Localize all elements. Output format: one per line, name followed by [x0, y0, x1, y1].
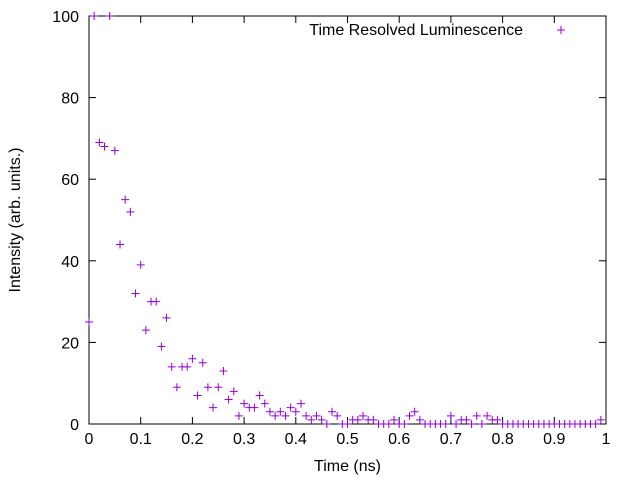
x-tick-label: 0.2	[181, 431, 203, 448]
data-point	[452, 420, 461, 428]
x-tick-label: 0.1	[130, 431, 152, 448]
data-point	[322, 420, 331, 428]
data-point	[188, 354, 197, 363]
x-tick-label: 0.4	[285, 431, 307, 448]
x-tick-label: 0.5	[336, 431, 358, 448]
data-point	[203, 383, 212, 392]
data-point	[353, 415, 362, 424]
data-point	[281, 411, 290, 420]
x-tick-label: 0.3	[233, 431, 255, 448]
y-tick-label: 20	[61, 335, 79, 352]
data-point	[302, 411, 311, 420]
data-point	[240, 399, 249, 408]
data-point	[472, 411, 481, 420]
data-point	[167, 362, 176, 371]
data-point	[95, 138, 104, 147]
data-point	[312, 411, 321, 420]
data-point	[183, 362, 192, 371]
y-axis-label: Intensity (arb. units.)	[7, 148, 24, 293]
x-axis-label: Time (ns)	[314, 458, 381, 475]
x-tick-label: 0.9	[543, 431, 565, 448]
data-point	[405, 411, 414, 420]
data-point	[483, 411, 492, 420]
data-point	[209, 403, 218, 412]
data-point	[384, 420, 393, 428]
data-point	[100, 142, 109, 151]
data-point	[141, 326, 150, 335]
x-tick-label: 0.7	[440, 431, 462, 448]
data-points	[85, 12, 605, 428]
data-point	[327, 407, 336, 416]
data-point	[307, 415, 316, 424]
data-point	[131, 289, 140, 298]
data-point	[400, 420, 409, 428]
data-point	[276, 407, 285, 416]
y-tick-label: 80	[61, 91, 79, 108]
data-point	[265, 407, 274, 416]
data-point	[90, 12, 99, 20]
x-tick-label: 1	[602, 431, 611, 448]
data-point	[229, 387, 238, 396]
data-point	[219, 366, 228, 375]
data-point	[596, 415, 605, 424]
data-point	[446, 411, 455, 420]
x-tick-label: 0.6	[388, 431, 410, 448]
data-point	[105, 12, 114, 20]
data-point	[296, 399, 305, 408]
data-point	[467, 420, 476, 428]
data-point	[493, 415, 502, 424]
data-point	[224, 395, 233, 404]
data-point	[121, 195, 130, 204]
data-point	[477, 420, 486, 428]
data-point	[441, 420, 450, 428]
data-point	[136, 260, 145, 269]
data-point	[415, 415, 424, 424]
data-point	[255, 391, 264, 400]
axes-layer: 0 0.1 0.2 0.3 0.4 0.5 0.6 0.7 0.8 0.9 1 0 20 40 60 80 10…	[52, 9, 610, 448]
data-point	[198, 358, 207, 367]
data-point	[286, 403, 295, 412]
data-point	[271, 411, 280, 420]
data-point	[390, 415, 399, 424]
data-point	[410, 407, 419, 416]
data-point	[369, 415, 378, 424]
data-point	[234, 411, 243, 420]
data-point	[291, 407, 300, 416]
data-point	[333, 411, 342, 420]
y-tick-label: 0	[70, 417, 79, 434]
data-point	[126, 207, 135, 216]
legend: Time Resolved Luminescence	[309, 22, 565, 39]
y-tick-label: 40	[61, 254, 79, 271]
data-point	[359, 411, 368, 420]
y-tick-label: 100	[52, 9, 79, 26]
data-point	[317, 415, 326, 424]
data-point	[157, 342, 166, 351]
data-point	[172, 383, 181, 392]
data-point	[343, 420, 352, 428]
legend-marker-plus-icon	[557, 26, 565, 34]
data-point	[260, 399, 269, 408]
x-tick-label: 0.8	[491, 431, 513, 448]
data-point	[85, 318, 93, 326]
data-point	[462, 415, 471, 424]
data-point	[162, 313, 171, 322]
legend-label: Time Resolved Luminescence	[309, 22, 523, 39]
data-point	[214, 383, 223, 392]
data-point	[110, 146, 119, 155]
x-tick-label: 0	[85, 431, 94, 448]
data-point	[250, 403, 259, 412]
data-point	[152, 297, 161, 306]
y-tick-label: 60	[61, 172, 79, 189]
data-point	[116, 240, 125, 249]
data-point	[591, 420, 600, 428]
data-point	[193, 391, 202, 400]
